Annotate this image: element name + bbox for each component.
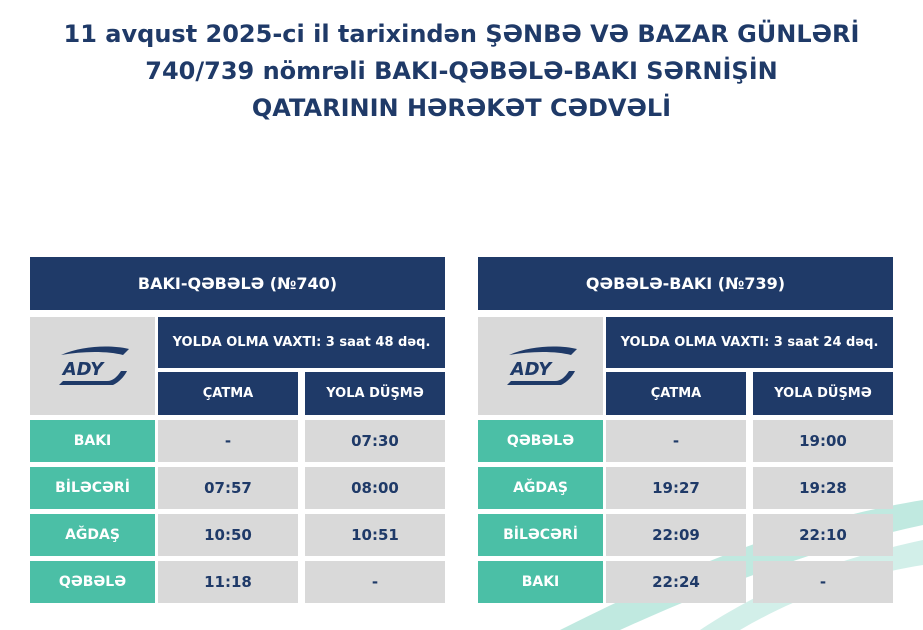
- time: 07:57: [158, 467, 298, 509]
- time: 10:51: [305, 514, 445, 556]
- column-header: YOLA DÜŞMƏ: [305, 372, 445, 415]
- station: QƏBƏLƏ: [478, 420, 603, 462]
- title-line: 740/739 nömrəli BAKI-QƏBƏLƏ-BAKI SƏRNİŞİ…: [145, 57, 778, 85]
- time: -: [158, 420, 298, 462]
- table-title: BAKI-QƏBƏLƏ (№740): [30, 257, 445, 310]
- logo: ADY: [58, 346, 129, 385]
- time: 19:00: [753, 420, 893, 462]
- column-header: YOLA DÜŞMƏ: [753, 372, 893, 415]
- title-line: 11 avqust 2025-ci il tarixindən ŞƏNBƏ VƏ…: [63, 20, 860, 48]
- time: 22:24: [606, 561, 746, 603]
- time: 22:10: [753, 514, 893, 556]
- station: BİLƏCƏRİ: [30, 467, 155, 509]
- logo-cell: ADY: [478, 317, 603, 415]
- column-header: ÇATMA: [158, 372, 298, 415]
- table-title: QƏBƏLƏ-BAKI (№739): [478, 257, 893, 310]
- logo-text: ADY: [508, 359, 552, 380]
- time: 07:30: [305, 420, 445, 462]
- time: 10:50: [158, 514, 298, 556]
- time: 19:28: [753, 467, 893, 509]
- column-header: ÇATMA: [606, 372, 746, 415]
- time: 19:27: [606, 467, 746, 509]
- time: -: [753, 561, 893, 603]
- logo-cell: ADY: [30, 317, 155, 415]
- travel-time: YOLDA OLMA VAXTI: 3 saat 24 dəq.: [606, 317, 893, 368]
- travel-time: YOLDA OLMA VAXTI: 3 saat 48 dəq.: [158, 317, 445, 368]
- logo-text: ADY: [60, 359, 104, 380]
- logo: ADY: [506, 346, 577, 385]
- time: 08:00: [305, 467, 445, 509]
- time: 11:18: [158, 561, 298, 603]
- time: -: [305, 561, 445, 603]
- station: BİLƏCƏRİ: [478, 514, 603, 556]
- station: QƏBƏLƏ: [30, 561, 155, 603]
- station: BAKI: [478, 561, 603, 603]
- time: 22:09: [606, 514, 746, 556]
- station: AĞDAŞ: [478, 467, 603, 509]
- title-line: QATARININ HƏRƏKƏT CƏDVƏLİ: [251, 94, 672, 122]
- station: AĞDAŞ: [30, 514, 155, 556]
- station: BAKI: [30, 420, 155, 462]
- time: -: [606, 420, 746, 462]
